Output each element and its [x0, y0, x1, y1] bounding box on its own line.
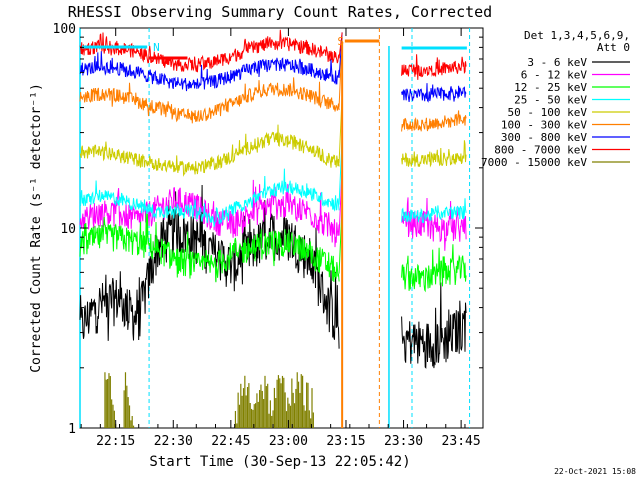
- legend-label: 25 - 50 keV: [514, 94, 587, 107]
- x-axis: 22:15 22:30 22:45 23:00 23:15 23:30 23:45: [80, 28, 481, 449]
- series-8: [104, 372, 314, 428]
- x-tick-label: 22:15: [96, 434, 135, 449]
- footer-date: 22-Oct-2021 15:08: [554, 467, 636, 476]
- series-1: [79, 167, 467, 251]
- series-line: [401, 110, 467, 132]
- legend-label: 100 - 300 keV: [501, 119, 587, 132]
- series-line: [401, 140, 467, 168]
- series-line: [79, 184, 340, 349]
- x-tick-label: 23:45: [442, 434, 481, 449]
- flag-label: N: [153, 41, 160, 54]
- flag-label: S: [337, 35, 344, 48]
- legend-title-line-2: Att 0: [597, 41, 630, 54]
- y-axis: 1 10 100: [53, 22, 483, 437]
- x-tick-label: 23:15: [326, 434, 365, 449]
- x-tick-label: 22:30: [154, 434, 193, 449]
- saa-spike: [338, 32, 343, 59]
- y-tick-label: 10: [60, 222, 76, 237]
- series-line: [79, 213, 340, 283]
- series-5: [79, 38, 467, 132]
- series-line: [401, 198, 467, 224]
- y-tick-label: 1: [68, 422, 76, 437]
- series-line: [401, 54, 467, 80]
- legend-label: 3 - 6 keV: [527, 56, 587, 69]
- legend-label: 50 - 100 keV: [508, 106, 588, 119]
- series-line: [401, 197, 467, 251]
- x-axis-label: Start Time (30-Sep-13 22:05:42): [149, 454, 410, 470]
- x-tick-label: 23:30: [384, 434, 423, 449]
- chart-title: RHESSI Observing Summary Count Rates, Co…: [68, 3, 492, 21]
- series-line: [401, 83, 467, 103]
- legend-label: 800 - 7000 keV: [494, 144, 587, 157]
- series-line: [79, 124, 340, 177]
- series-line: [79, 51, 340, 92]
- legend-label: 7000 - 15000 keV: [481, 156, 587, 169]
- y-axis-label: Corrected Count Rate (s⁻¹ detector⁻¹): [29, 83, 44, 373]
- x-tick-label: 23:00: [269, 434, 308, 449]
- x-tick-label: 22:45: [211, 434, 250, 449]
- y-tick-label: 100: [53, 22, 76, 37]
- legend-title-line-1: Det 1,3,4,5,6,9,: [524, 29, 630, 42]
- legend-label: 12 - 25 keV: [514, 81, 587, 94]
- legend-label: 300 - 800 keV: [501, 131, 587, 144]
- series-layer: [79, 29, 467, 428]
- series-line: [79, 77, 340, 124]
- series-line: [401, 244, 467, 293]
- series-4: [79, 94, 467, 177]
- series-0: [79, 184, 467, 369]
- series-line: [401, 282, 467, 369]
- series-line: [79, 168, 340, 227]
- legend-label: 6 - 12 keV: [521, 69, 588, 82]
